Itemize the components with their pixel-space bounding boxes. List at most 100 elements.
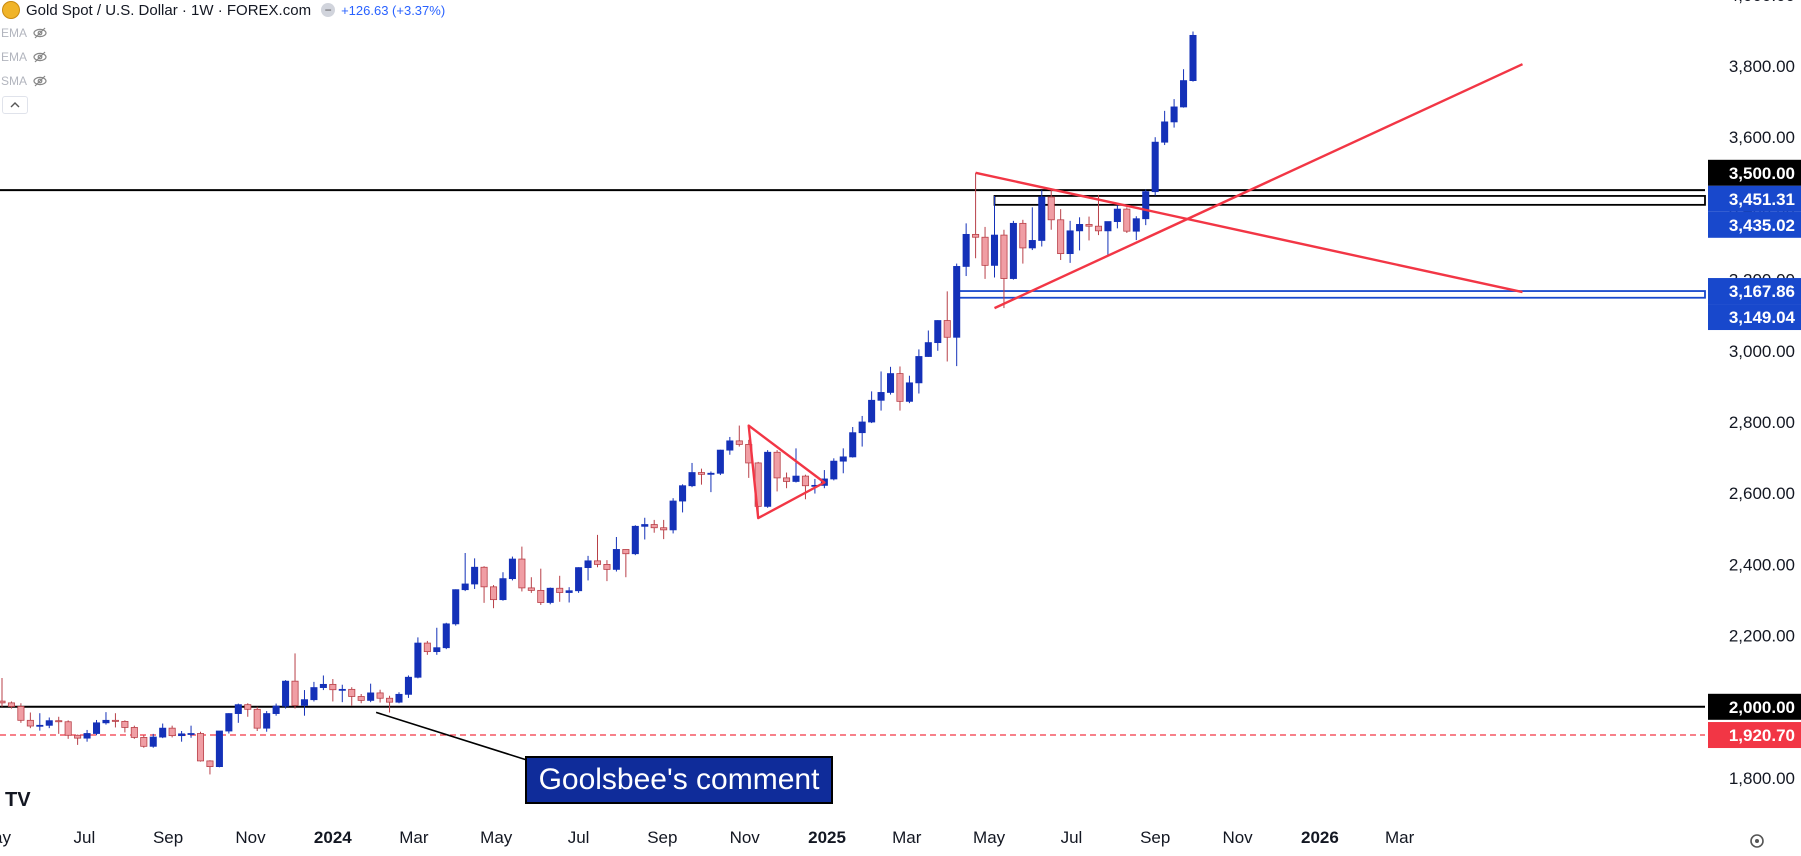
candle[interactable] (244, 703, 252, 717)
candle[interactable] (962, 223, 970, 277)
candle[interactable] (0, 677, 6, 707)
candle[interactable] (338, 684, 346, 703)
candle[interactable] (121, 720, 129, 733)
candle[interactable] (225, 713, 233, 734)
candle[interactable] (130, 725, 138, 739)
candle[interactable] (319, 675, 327, 691)
candle[interactable] (272, 703, 280, 716)
candle[interactable] (915, 349, 923, 394)
candle[interactable] (490, 585, 498, 609)
candle[interactable] (972, 172, 980, 259)
candle[interactable] (7, 701, 15, 709)
candle[interactable] (990, 195, 999, 278)
candle[interactable] (839, 448, 847, 474)
candle[interactable] (499, 572, 507, 601)
candle[interactable] (102, 712, 110, 725)
candle[interactable] (868, 391, 876, 424)
candle[interactable] (603, 560, 611, 582)
candle[interactable] (1094, 194, 1102, 236)
candle[interactable] (168, 725, 176, 738)
candle[interactable] (1170, 99, 1178, 128)
candle[interactable] (45, 717, 53, 729)
candle[interactable] (149, 733, 157, 748)
candle[interactable] (26, 712, 34, 729)
candle[interactable] (716, 449, 724, 476)
candle[interactable] (688, 462, 696, 488)
candle[interactable] (263, 711, 271, 732)
candle[interactable] (1057, 209, 1065, 261)
gear-icon[interactable] (1750, 834, 1764, 848)
candle[interactable] (1161, 110, 1169, 146)
candle[interactable] (367, 683, 375, 703)
candle[interactable] (1132, 216, 1140, 241)
candle[interactable] (329, 679, 337, 702)
candle[interactable] (527, 577, 535, 593)
candle[interactable] (953, 263, 961, 367)
candle[interactable] (206, 760, 214, 775)
indicator-ema-2[interactable]: EMA (1, 50, 47, 64)
candle[interactable] (735, 425, 743, 447)
candle[interactable] (357, 693, 365, 704)
candle[interactable] (215, 730, 223, 768)
candle[interactable] (1113, 205, 1121, 229)
candle[interactable] (234, 703, 242, 723)
eye-hidden-icon[interactable] (33, 26, 47, 40)
candle[interactable] (74, 734, 82, 745)
candle[interactable] (1047, 189, 1055, 230)
candle[interactable] (178, 731, 186, 742)
candle[interactable] (679, 484, 687, 513)
candle[interactable] (584, 555, 592, 581)
candle[interactable] (1019, 219, 1027, 264)
candle[interactable] (433, 627, 441, 655)
candle[interactable] (442, 622, 450, 650)
candle[interactable] (896, 366, 904, 411)
candle[interactable] (348, 687, 356, 706)
collapse-indicators-button[interactable] (2, 96, 28, 114)
trendline-2[interactable] (993, 63, 1524, 310)
candle[interactable] (981, 226, 989, 279)
candle[interactable] (556, 575, 564, 602)
candle[interactable] (1104, 221, 1112, 256)
candle[interactable] (764, 450, 772, 508)
candle[interactable] (461, 553, 469, 592)
candle[interactable] (1000, 229, 1008, 309)
candle[interactable] (631, 525, 639, 556)
candle[interactable] (1066, 220, 1074, 263)
candle[interactable] (792, 448, 800, 483)
candle[interactable] (282, 680, 290, 709)
candle[interactable] (1085, 216, 1093, 241)
candle[interactable] (300, 690, 308, 716)
candle[interactable] (622, 549, 630, 578)
candle[interactable] (934, 320, 942, 351)
candle[interactable] (1180, 69, 1188, 108)
candle[interactable] (697, 468, 705, 485)
candle[interactable] (83, 729, 91, 742)
candle[interactable] (887, 366, 895, 395)
candle[interactable] (546, 587, 554, 605)
candle[interactable] (537, 568, 545, 605)
candle[interactable] (423, 640, 431, 655)
callout-box[interactable] (525, 756, 833, 804)
candle[interactable] (518, 546, 526, 592)
candle[interactable] (726, 436, 734, 455)
candle[interactable] (376, 689, 384, 703)
indicator-sma[interactable]: SMA (1, 74, 47, 88)
candle[interactable] (1123, 207, 1131, 233)
trendline-0[interactable] (747, 424, 826, 520)
candle[interactable] (55, 716, 63, 734)
candle[interactable] (612, 536, 620, 572)
candle[interactable] (575, 567, 583, 593)
candle[interactable] (140, 735, 148, 748)
candle[interactable] (253, 706, 261, 732)
candle[interactable] (641, 517, 649, 540)
candle[interactable] (508, 556, 516, 581)
candle[interactable] (783, 472, 791, 489)
candle[interactable] (924, 330, 932, 357)
candle[interactable] (565, 587, 573, 603)
candle[interactable] (1028, 207, 1036, 251)
candle[interactable] (707, 471, 715, 493)
candle[interactable] (310, 681, 318, 702)
candle[interactable] (1076, 217, 1084, 251)
candle[interactable] (386, 695, 394, 713)
candle[interactable] (801, 474, 809, 500)
